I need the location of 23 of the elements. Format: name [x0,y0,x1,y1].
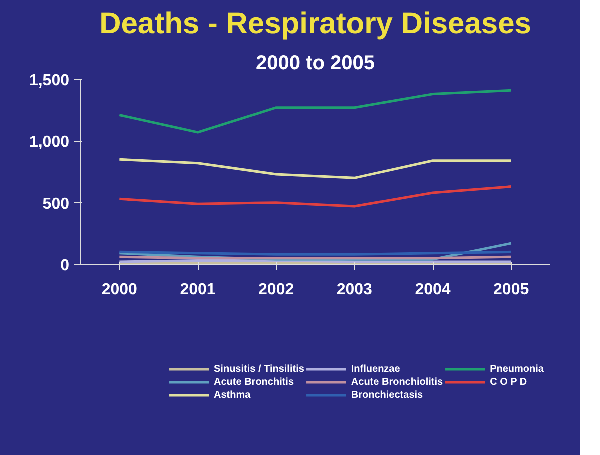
x-tick-label: 2001 [180,282,216,298]
legend-label: Bronchiectasis [351,390,424,400]
x-tick-label: 2005 [494,282,530,298]
line-series [118,186,513,208]
legend-label: Acute Bronchiolitis [351,376,444,388]
x-tick-label: 2004 [415,282,451,298]
legend-label: Acute Bronchitis [214,376,294,388]
line-series [118,89,513,134]
x-tick-label: 2000 [102,282,138,298]
legend-label: C O P D [490,376,528,388]
chart-title: Deaths - Respiratory Diseases [100,8,532,40]
legend-label: Asthma [214,390,251,400]
legend-label: Sinusitis / Tinsilitis [214,364,304,374]
legend-label: Influenzae [351,364,400,374]
y-tick-label: 1,500 [29,72,70,90]
legend-label: Pneumonia [490,364,544,374]
chart-subtitle: 2000 to 2005 [256,52,375,74]
x-tick-label: 2003 [336,282,373,298]
y-tick-label: 500 [42,196,70,213]
y-tick-label: 1,000 [29,134,70,152]
x-tick-label: 2002 [258,282,294,298]
line-series [118,158,513,180]
y-tick-label: 0 [60,258,70,274]
